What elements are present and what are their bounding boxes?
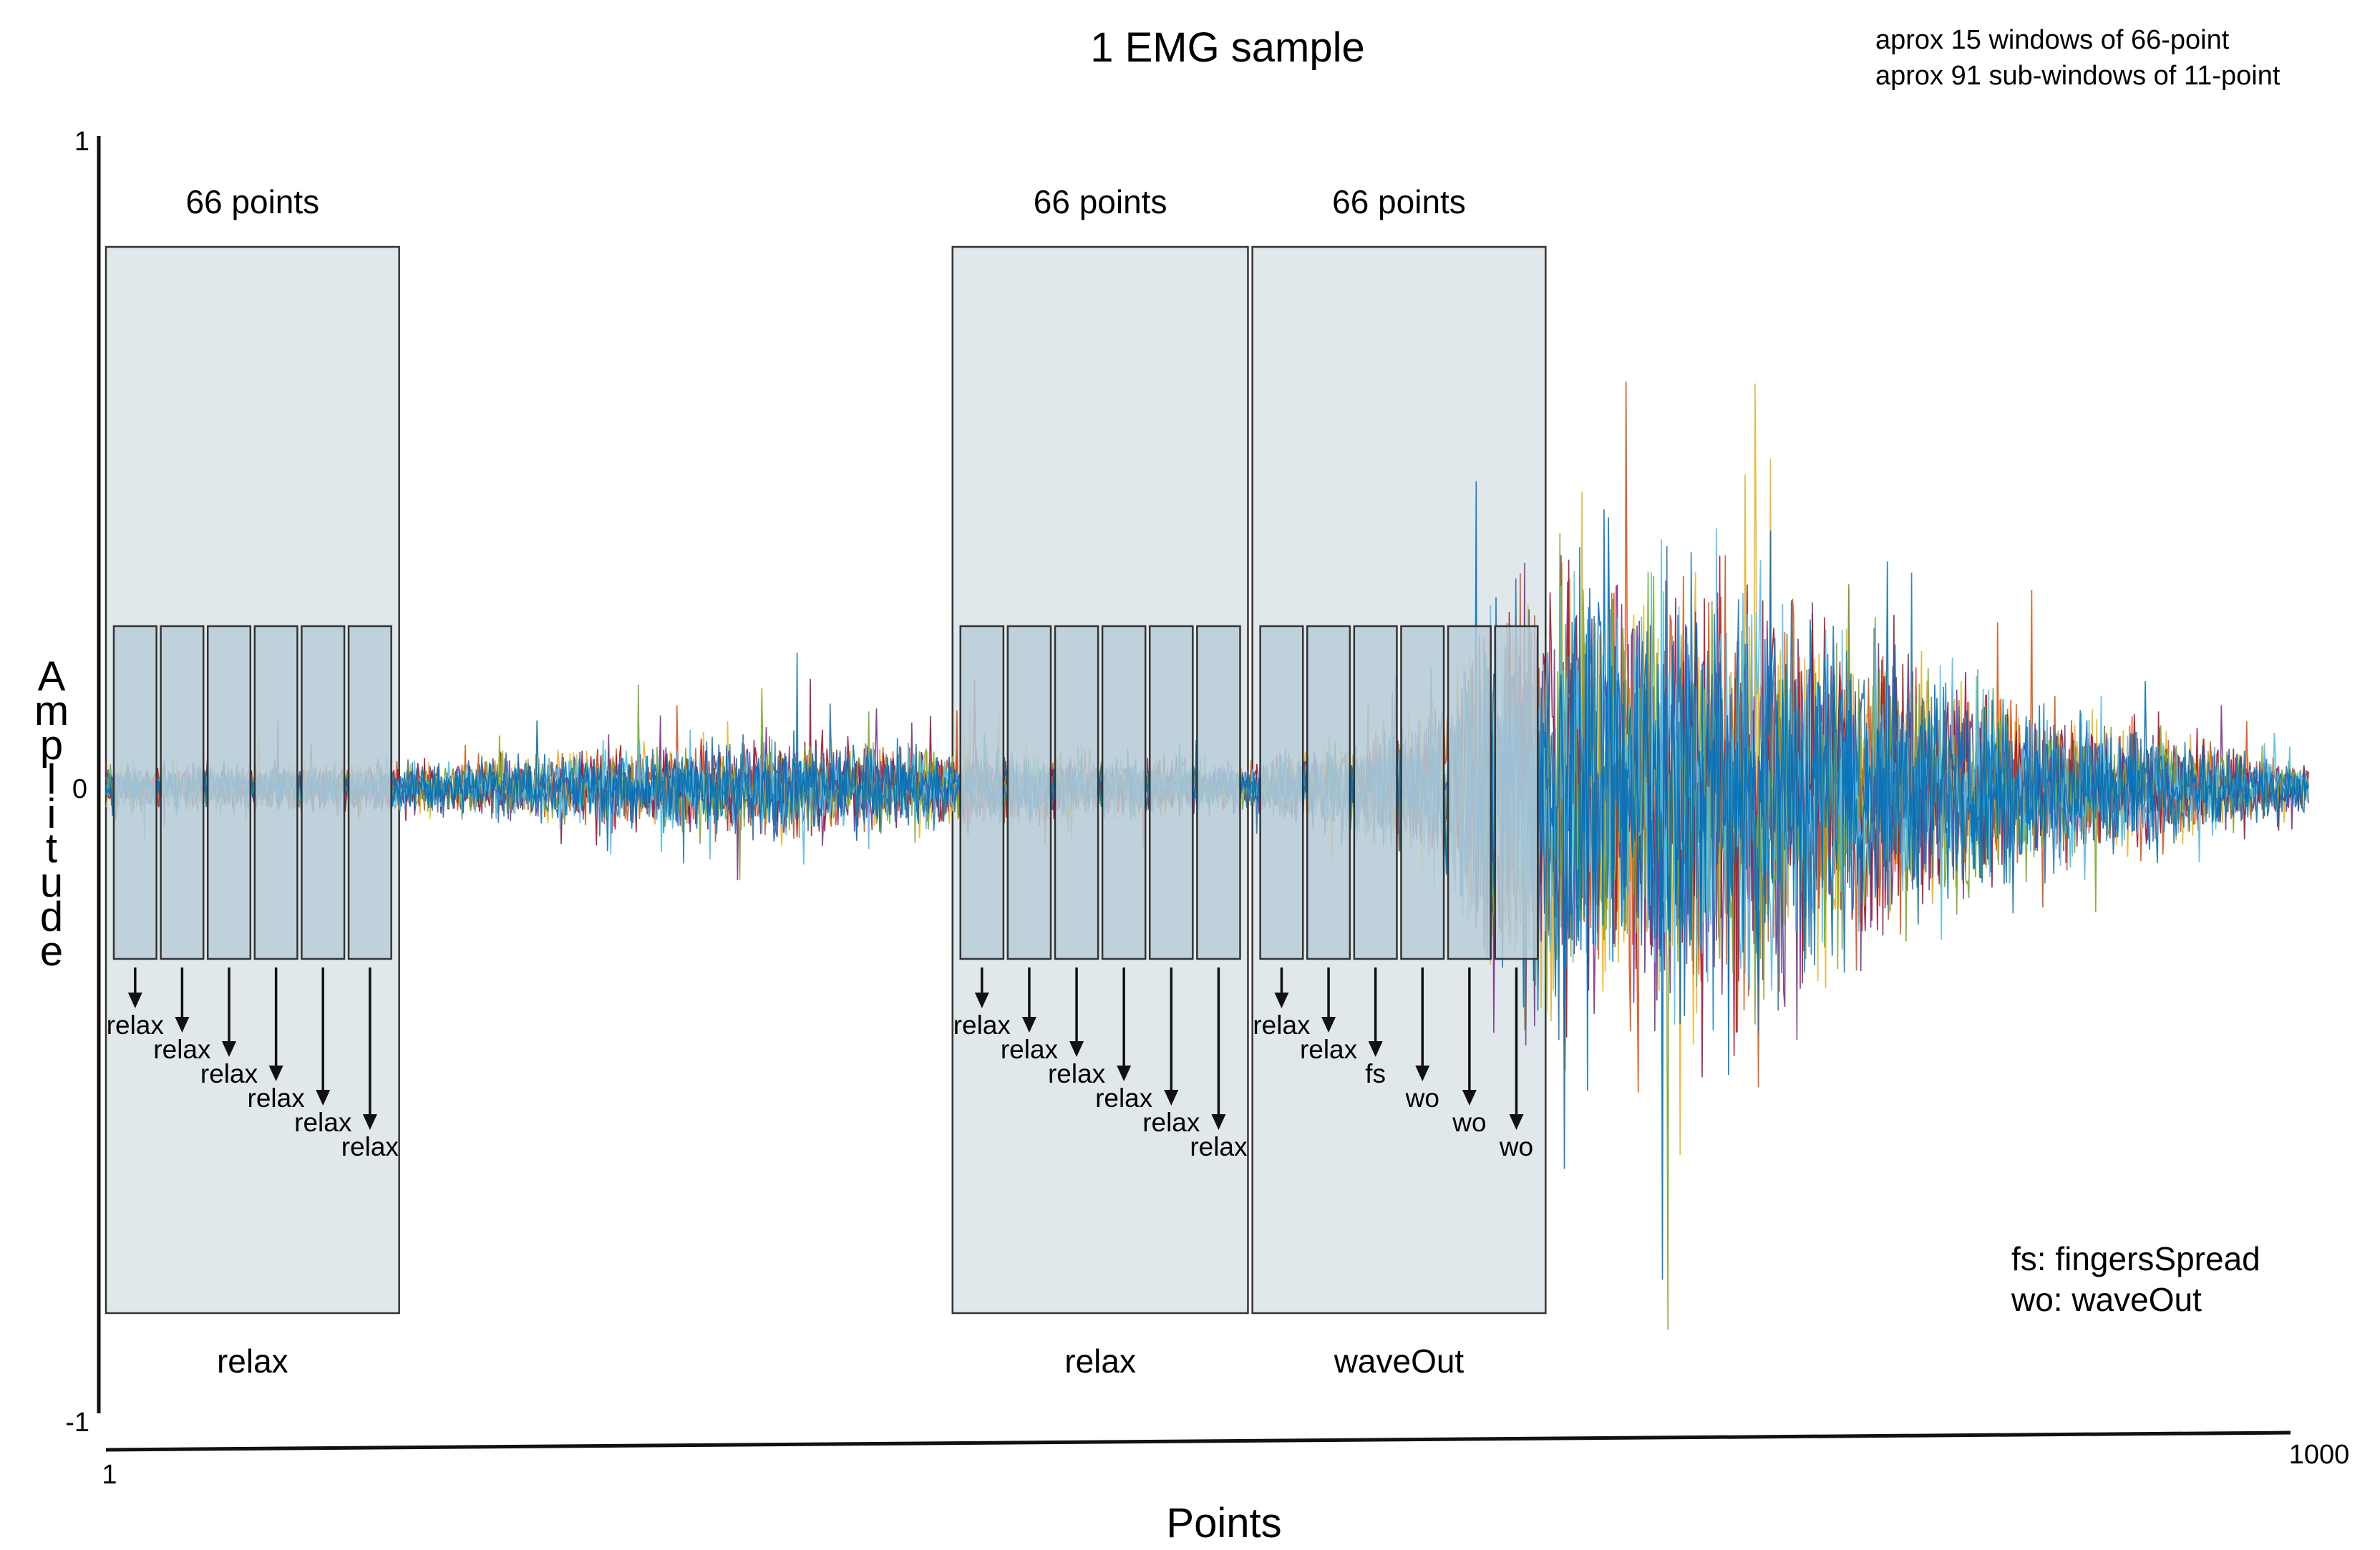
- note-windows: aprox 15 windows of 66-point: [1875, 25, 2230, 55]
- subwindow-box: [959, 625, 1005, 960]
- subwindow-label: relax: [341, 1132, 399, 1161]
- subwindow-label: wo: [1499, 1132, 1533, 1161]
- subwindow-arrowhead: [1321, 1017, 1336, 1033]
- subwindow-arrowhead: [1021, 1017, 1036, 1033]
- x-tick-end: 1000: [2289, 1440, 2350, 1470]
- subwindow-label: relax: [1190, 1132, 1248, 1161]
- y-tick-top: 1: [74, 127, 89, 157]
- subwindow-arrowhead: [1117, 1066, 1132, 1081]
- x-tick-start: 1: [102, 1460, 117, 1490]
- subwindow-arrowhead: [1368, 1041, 1383, 1057]
- subwindow-arrowhead: [362, 1114, 377, 1130]
- y-axis-label-letter: d: [40, 894, 63, 940]
- subwindow-arrowhead: [1274, 993, 1289, 1008]
- axes-layer: [97, 136, 2291, 1452]
- y-axis-label-letter: l: [47, 756, 57, 803]
- window-header: 66 points: [1034, 183, 1167, 220]
- subwindow-box: [1447, 625, 1492, 960]
- y-axis-label-letter: u: [40, 859, 63, 906]
- subwindow-label: relax: [1048, 1059, 1106, 1088]
- subwindow-arrowhead: [1069, 1041, 1084, 1057]
- subwindow-box: [1400, 625, 1445, 960]
- window-label: relax: [1064, 1342, 1136, 1380]
- legend-wo: wo: waveOut: [2011, 1281, 2202, 1318]
- window-label: relax: [217, 1342, 288, 1380]
- window-header: 66 points: [185, 183, 319, 220]
- y-tick-bottom: -1: [65, 1408, 89, 1438]
- y-axis-label-letter: e: [40, 928, 63, 975]
- legend-fs: fs: fingersSpread: [2011, 1240, 2260, 1277]
- subwindow-label: relax: [294, 1108, 352, 1137]
- subwindow-arrowhead: [127, 993, 142, 1008]
- subwindow-box: [347, 625, 392, 960]
- subwindow-label: relax: [953, 1010, 1011, 1040]
- subwindow-label: relax: [1253, 1010, 1311, 1040]
- subwindow-box: [1306, 625, 1351, 960]
- subwindow-arrowhead: [1164, 1090, 1179, 1106]
- window-header: 66 points: [1332, 183, 1466, 220]
- subwindow-box: [1101, 625, 1147, 960]
- y-tick-zero: 0: [72, 774, 87, 804]
- x-axis-label: Points: [1166, 1500, 1281, 1546]
- subwindow-box: [160, 625, 205, 960]
- subwindow-label: relax: [153, 1035, 211, 1064]
- subwindow-arrowhead: [1462, 1090, 1477, 1106]
- window-label: waveOut: [1334, 1342, 1465, 1380]
- subwindow-label: relax: [1001, 1035, 1059, 1064]
- subwindow-label: relax: [248, 1083, 306, 1113]
- subwindow-arrowhead: [1415, 1066, 1430, 1081]
- subwindow-box: [1494, 625, 1539, 960]
- y-axis-label-letter: i: [47, 791, 57, 837]
- subwindow-label: relax: [200, 1059, 258, 1088]
- subwindow-box: [1148, 625, 1194, 960]
- subwindow-label: wo: [1452, 1108, 1486, 1137]
- subwindow-box: [112, 625, 157, 960]
- subwindow-arrowhead: [268, 1066, 283, 1081]
- y-axis-label-letter: p: [40, 722, 63, 769]
- chart-title: 1 EMG sample: [1090, 24, 1365, 71]
- subwindow-arrowhead: [974, 993, 989, 1008]
- subwindow-label: relax: [107, 1010, 165, 1040]
- subwindow-label: fs: [1365, 1059, 1386, 1088]
- subwindow-box: [301, 625, 346, 960]
- subwindow-box: [253, 625, 298, 960]
- subwindow-box: [1006, 625, 1052, 960]
- subwindow-label: wo: [1405, 1083, 1439, 1113]
- subwindows-layer: relaxrelaxrelaxrelaxrelaxrelaxrelaxrelax…: [107, 625, 1539, 1161]
- subwindow-box: [1196, 625, 1241, 960]
- subwindow-label: relax: [1142, 1108, 1200, 1137]
- text-layer: 1 EMG sample aprox 15 windows of 66-poin…: [65, 24, 2349, 1546]
- subwindow-arrowhead: [1509, 1114, 1524, 1130]
- subwindow-box: [1259, 625, 1304, 960]
- subwindow-arrowhead: [1211, 1114, 1226, 1130]
- subwindow-box: [1054, 625, 1099, 960]
- x-axis-line: [105, 1430, 2291, 1452]
- subwindow-label: relax: [1095, 1083, 1153, 1113]
- note-subwindows: aprox 91 sub-windows of 11-point: [1875, 61, 2281, 91]
- y-axis-label-letter: t: [46, 825, 57, 872]
- y-axis-label-letter: A: [38, 653, 66, 700]
- subwindow-label: relax: [1300, 1035, 1358, 1064]
- subwindow-box: [206, 625, 252, 960]
- subwindow-arrowhead: [222, 1041, 237, 1057]
- y-axis-label-letter: m: [34, 688, 69, 734]
- subwindow-arrowhead: [175, 1017, 190, 1033]
- subwindow-box: [1353, 625, 1398, 960]
- subwindow-arrowhead: [316, 1090, 331, 1106]
